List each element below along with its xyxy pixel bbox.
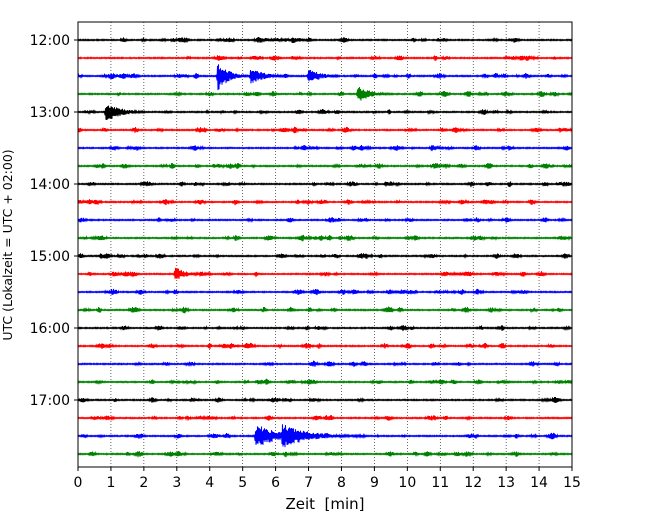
trace-19 [77,378,573,386]
x-tick-label-9: 9 [370,475,379,491]
trace-0 [77,36,573,44]
x-tick-label-12: 12 [464,475,482,491]
x-tick-label-15: 15 [563,475,581,491]
y-tick-label-3: 15:00 [30,249,70,265]
trace-10 [77,216,573,224]
x-axis-label: Zeit [min] [285,495,364,513]
y-axis-label: UTC (Lokalzeit = UTC + 02:00) [0,149,15,340]
trace-22 [77,424,573,448]
trace-18 [77,360,573,368]
y-axis-ticks: 12:00 13:00 14:00 15:00 16:00 17:00 [30,33,78,409]
trace-7 [77,162,573,170]
trace-4 [77,105,573,120]
x-tick-label-0: 0 [74,475,83,491]
seismic-traces [77,36,573,458]
x-tick-label-8: 8 [337,475,346,491]
x-tick-label-11: 11 [431,475,449,491]
trace-13 [77,267,573,280]
y-tick-label-1: 13:00 [30,105,70,121]
trace-8 [77,181,573,188]
trace-5 [77,126,573,134]
trace-6 [77,144,573,152]
x-axis-ticks: 0 1 2 3 4 5 6 7 8 9 10 11 12 13 14 15 [74,467,581,491]
trace-20 [77,396,573,403]
trace-12 [77,252,573,260]
trace-11 [77,234,573,242]
y-tick-label-2: 14:00 [30,177,70,193]
trace-21 [77,414,573,422]
x-tick-label-2: 2 [139,475,148,491]
x-tick-label-4: 4 [205,475,214,491]
trace-23 [77,450,573,458]
x-tick-label-1: 1 [106,475,115,491]
trace-2 [77,64,573,91]
y-tick-label-5: 17:00 [30,393,70,409]
plot-frame [77,21,573,468]
y-tick-label-0: 12:00 [30,33,70,49]
trace-14 [77,288,573,296]
trace-1 [77,54,573,62]
x-tick-label-13: 13 [497,475,515,491]
y-tick-label-4: 16:00 [30,321,70,337]
trace-16 [77,324,573,332]
trace-9 [77,198,573,206]
x-tick-label-3: 3 [172,475,181,491]
trace-15 [77,306,573,314]
x-tick-label-6: 6 [271,475,280,491]
x-tick-label-10: 10 [398,475,416,491]
x-tick-label-14: 14 [530,475,548,491]
trace-3 [77,87,573,101]
x-tick-label-7: 7 [304,475,313,491]
x-tick-label-5: 5 [238,475,247,491]
trace-17 [77,342,573,350]
vertical-gridlines [110,22,540,467]
